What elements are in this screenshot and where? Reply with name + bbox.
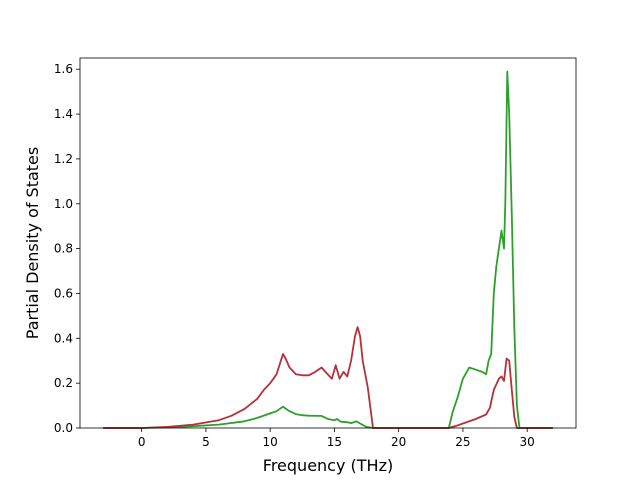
x-tick-label: 15 bbox=[327, 435, 342, 449]
plot-background bbox=[80, 58, 576, 428]
y-tick-label: 0.8 bbox=[54, 242, 73, 256]
x-tick-label: 20 bbox=[391, 435, 406, 449]
y-tick-label: 0.4 bbox=[54, 331, 73, 345]
y-axis-ticks: 0.0 0.2 0.4 0.6 0.8 1.0 1.2 1.4 1.6 bbox=[54, 62, 80, 435]
x-axis-label: Frequency (THz) bbox=[263, 456, 393, 475]
series-line-1 bbox=[103, 70, 553, 429]
y-tick-label: 0.2 bbox=[54, 376, 73, 390]
x-tick-label: 30 bbox=[520, 435, 535, 449]
x-tick-label: 5 bbox=[202, 435, 210, 449]
x-tick-label: 10 bbox=[263, 435, 278, 449]
y-tick-label: 0.6 bbox=[54, 286, 73, 300]
x-tick-label: 0 bbox=[138, 435, 146, 449]
series-line-2 bbox=[103, 326, 553, 429]
y-axis-label: Partial Density of States bbox=[23, 147, 42, 339]
y-tick-label: 1.6 bbox=[54, 62, 73, 76]
x-tick-label: 25 bbox=[455, 435, 470, 449]
y-tick-label: 1.2 bbox=[54, 152, 73, 166]
y-tick-label: 1.4 bbox=[54, 107, 73, 121]
series-layer bbox=[103, 70, 553, 429]
plot-frame bbox=[79, 57, 577, 429]
y-tick-label: 0.0 bbox=[54, 421, 73, 435]
y-tick-label: 1.0 bbox=[54, 197, 73, 211]
x-axis-ticks: 0 5 10 15 20 25 30 bbox=[138, 428, 535, 449]
